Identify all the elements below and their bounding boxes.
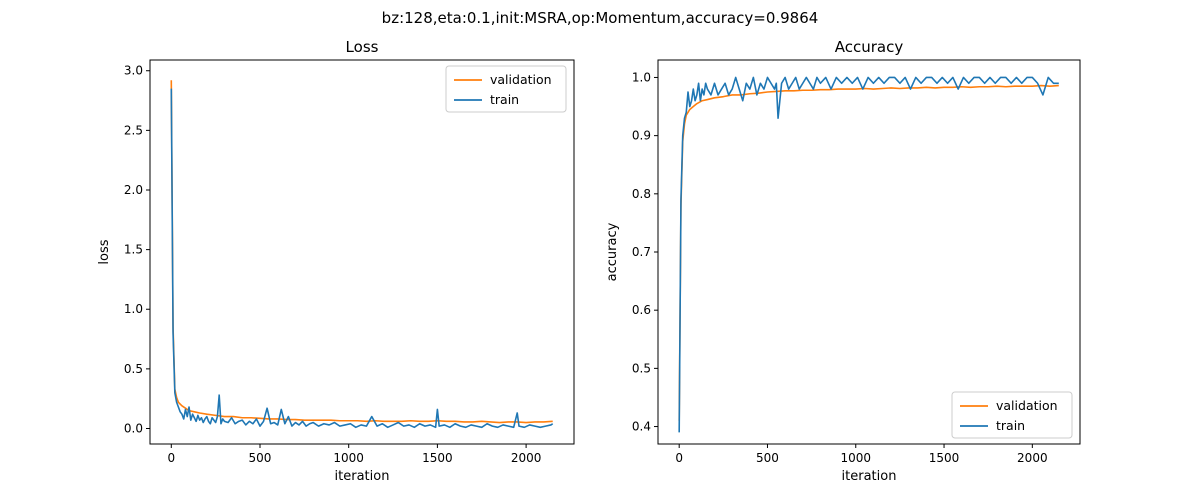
x-tick-label: 0 [167, 451, 175, 465]
x-tick-label: 2000 [1017, 451, 1048, 465]
y-axis-label: loss [97, 239, 112, 264]
series-line-train [678, 76, 1059, 433]
x-axis-label: iteration [335, 469, 390, 484]
y-tick-label: 0.4 [632, 420, 651, 434]
legend: validation train [445, 65, 567, 113]
y-tick-label: 2.0 [124, 183, 143, 197]
series-line-train [170, 88, 554, 429]
x-tick-label: 2000 [511, 451, 542, 465]
y-tick-label: 1.5 [124, 243, 143, 257]
legend: validation train [951, 391, 1073, 439]
x-axis-label: iteration [842, 469, 897, 484]
axes-frame [149, 59, 575, 445]
y-tick-label: 0.5 [632, 361, 651, 375]
x-tick-label: 1500 [422, 451, 453, 465]
y-tick-label: 0.7 [632, 245, 651, 259]
chart-title: Loss [346, 38, 379, 56]
y-tick-label: 0.8 [632, 187, 651, 201]
y-tick-label: 2.5 [124, 123, 143, 137]
loss-panel: Loss 0 500 1000 1500 2000 0.0 0.5 1.0 1.5 2.0 2.5 3.… [97, 38, 575, 484]
series-line-validation [678, 84, 1059, 421]
y-tick-label: 0.0 [124, 421, 143, 435]
x-tick-label: 1000 [333, 451, 364, 465]
axes-frame [657, 59, 1081, 445]
legend-label-validation: validation [490, 72, 552, 87]
x-tick-label: 1500 [929, 451, 960, 465]
accuracy-panel: Accuracy 0 500 1000 1500 2000 0.4 0.5 0.6 0.7 0.8 0… [605, 38, 1081, 484]
y-tick-label: 0.6 [632, 303, 651, 317]
y-tick-label: 0.5 [124, 362, 143, 376]
x-tick-label: 500 [756, 451, 779, 465]
figure-suptitle: bz:128,eta:0.1,init:MSRA,op:Momentum,acc… [382, 9, 819, 27]
y-tick-label: 3.0 [124, 64, 143, 78]
series-line-validation [170, 80, 553, 424]
y-axis-label: accuracy [605, 222, 620, 281]
legend-label-validation: validation [996, 398, 1058, 413]
y-tick-label: 1.0 [124, 302, 143, 316]
x-tick-label: 1000 [840, 451, 871, 465]
y-tick-label: 1.0 [632, 70, 651, 84]
y-tick-label: 0.9 [632, 129, 651, 143]
x-tick-label: 500 [249, 451, 272, 465]
legend-label-train: train [996, 418, 1025, 433]
chart-title: Accuracy [835, 38, 904, 56]
legend-label-train: train [490, 92, 519, 107]
x-tick-label: 0 [675, 451, 683, 465]
